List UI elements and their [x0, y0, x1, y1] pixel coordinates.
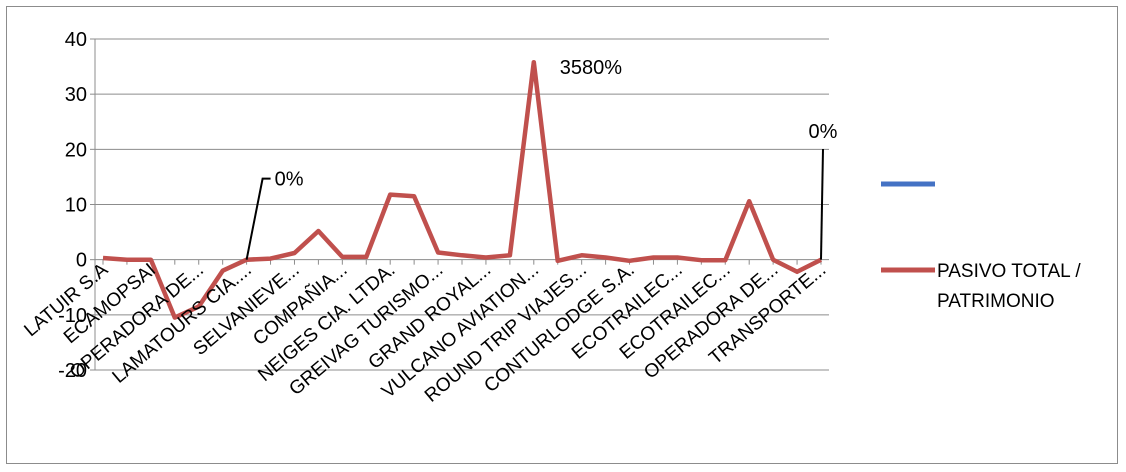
legend-label: PATRIMONIO	[937, 291, 1055, 312]
data-label: 0%	[809, 121, 838, 143]
y-tick-label: 30	[65, 84, 87, 106]
y-tick-label: 0	[76, 250, 87, 272]
y-tick-label: -20	[58, 360, 87, 382]
y-tick-label: 10	[65, 195, 87, 217]
annotation-leader-line	[820, 148, 824, 260]
chart-frame: -20 -10 0 10 20 30 40 LATUIR S.A ECAMOPSAI OPERAD…	[6, 6, 1118, 464]
annotation-leader-line	[245, 177, 271, 260]
legend-label: PASIVO TOTAL /	[937, 261, 1081, 282]
y-tick-label: 40	[65, 29, 87, 51]
y-tick-label: -10	[58, 305, 87, 327]
data-label: 0%	[275, 169, 304, 191]
data-label: 3580%	[560, 57, 622, 79]
y-tick-label: 20	[65, 139, 87, 161]
